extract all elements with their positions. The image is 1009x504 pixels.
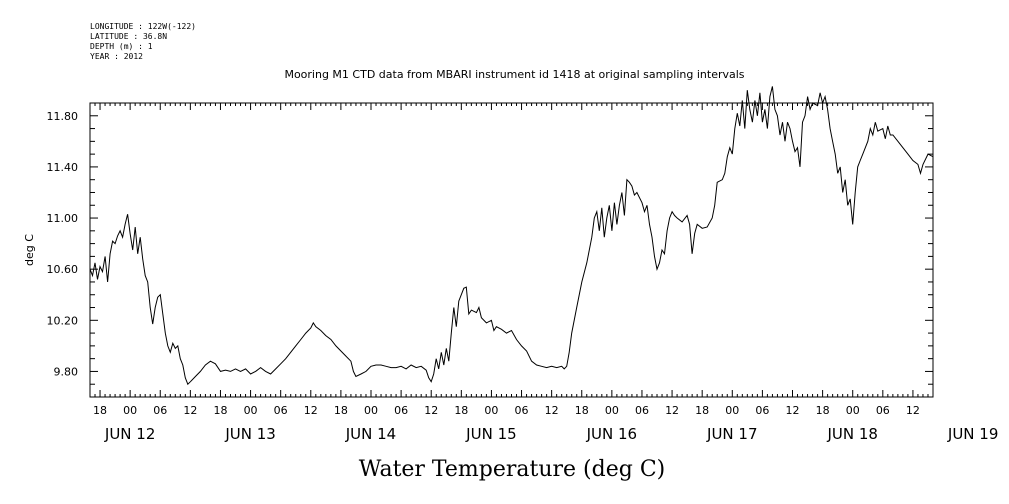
y-axis-label: deg C [23,234,36,266]
x-tick-label: 06 [394,404,408,417]
x-day-label: JUN 17 [706,425,757,443]
y-tick-label: 10.20 [47,314,79,327]
x-tick-label: 18 [454,404,468,417]
x-tick-label: 06 [274,404,288,417]
x-day-label: JUN 12 [104,425,155,443]
x-tick-label: 18 [213,404,227,417]
x-tick-label: 06 [755,404,769,417]
x-tick-label: 00 [364,404,378,417]
x-tick-label: 00 [725,404,739,417]
x-tick-label: 18 [93,404,107,417]
x-tick-label: 18 [816,404,830,417]
chart-title: Mooring M1 CTD data from MBARI instrumen… [284,68,745,81]
x-tick-label: 00 [484,404,498,417]
x-axis-label: Water Temperature (deg C) [359,457,666,482]
x-tick-label: 00 [846,404,860,417]
longitude-text: LONGITUDE : 122W(-122) [90,22,196,31]
x-day-label: JUN 13 [224,425,275,443]
x-tick-label: 18 [334,404,348,417]
plot-frame [89,102,934,398]
x-day-label: JUN 18 [826,425,877,443]
y-tick-label: 11.40 [47,161,79,174]
x-day-label: JUN 16 [586,425,637,443]
x-tick-label: 00 [605,404,619,417]
x-tick-label: 12 [304,404,318,417]
x-tick-label: 12 [424,404,438,417]
y-tick-label: 11.80 [47,110,79,123]
x-day-label: JUN 19 [947,425,998,443]
x-tick-label: 12 [665,404,679,417]
x-tick-label: 12 [545,404,559,417]
x-tick-label: 00 [123,404,137,417]
y-tick-label: 11.00 [47,212,79,225]
x-tick-label: 06 [153,404,167,417]
x-tick-label: 12 [786,404,800,417]
x-tick-label: 12 [183,404,197,417]
y-tick-label: 10.60 [47,263,79,276]
depth-text: DEPTH (m) : 1 [90,42,153,51]
year-text: YEAR : 2012 [90,52,143,61]
temperature-line [89,86,934,386]
y-tick-label: 9.80 [54,365,79,378]
x-day-label: JUN 14 [345,425,396,443]
x-tick-label: 12 [906,404,920,417]
x-tick-label: 06 [635,404,649,417]
x-tick-label: 18 [695,404,709,417]
x-day-label: JUN 15 [465,425,516,443]
latitude-text: LATITUDE : 36.8N [90,32,168,41]
metadata-block: LONGITUDE : 122W(-122) LATITUDE : 36.8N … [90,22,196,62]
x-tick-label: 18 [575,404,589,417]
x-tick-label: 06 [876,404,890,417]
x-tick-label: 00 [244,404,258,417]
x-tick-label: 06 [515,404,529,417]
